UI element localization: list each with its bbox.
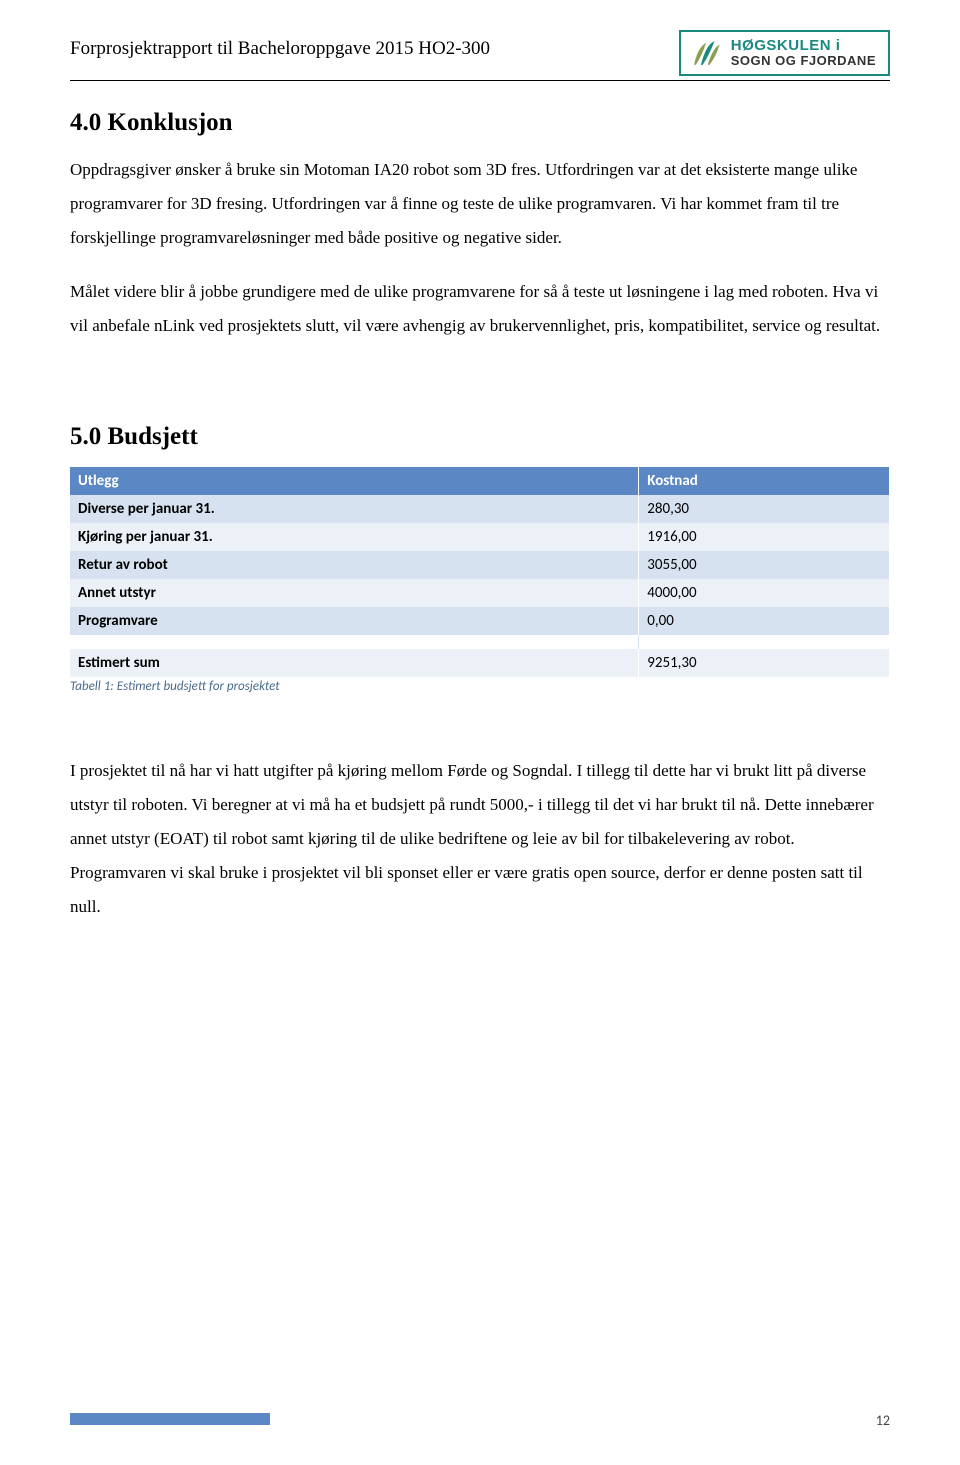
section-heading-konklusjon: 4.0 Konklusjon [70,109,890,137]
header-rule [70,80,890,81]
paragraph: Oppdragsgiver ønsker å bruke sin Motoman… [70,153,890,255]
logo-text-line2: SOGN OG FJORDANE [731,54,876,68]
table-spacer [70,635,890,649]
leaf-icon [689,36,723,70]
header-title: Forprosjektrapport til Bacheloroppgave 2… [70,30,490,60]
footer-bar [70,1413,270,1425]
table-row: Programvare 0,00 [70,607,890,635]
section-heading-budsjett: 5.0 Budsjett [70,423,890,451]
col-kostnad: Kostnad [639,467,890,495]
cell-label: Diverse per januar 31. [70,495,639,523]
table-caption: Tabell 1: Estimert budsjett for prosjekt… [70,679,890,694]
paragraph: Målet videre blir å jobbe grundigere med… [70,275,890,343]
cell-value: 0,00 [639,607,890,635]
page: Forprosjektrapport til Bacheloroppgave 2… [0,0,960,1465]
cell-value: 4000,00 [639,579,890,607]
table-row: Retur av robot 3055,00 [70,551,890,579]
table-sum-row: Estimert sum 9251,30 [70,649,890,677]
table-row: Diverse per januar 31. 280,30 [70,495,890,523]
table-row: Annet utstyr 4000,00 [70,579,890,607]
cell-label: Retur av robot [70,551,639,579]
cell-label: Programvare [70,607,639,635]
budget-table: Utlegg Kostnad Diverse per januar 31. 28… [70,467,890,677]
table-header-row: Utlegg Kostnad [70,467,890,495]
page-header: Forprosjektrapport til Bacheloroppgave 2… [70,30,890,76]
cell-value: 3055,00 [639,551,890,579]
cell-label: Annet utstyr [70,579,639,607]
table-row: Kjøring per januar 31. 1916,00 [70,523,890,551]
institution-logo: HØGSKULEN i SOGN OG FJORDANE [679,30,890,76]
cell-value: 1916,00 [639,523,890,551]
cell-value: 280,30 [639,495,890,523]
cell-value: 9251,30 [639,649,890,677]
cell-label: Estimert sum [70,649,639,677]
cell-label: Kjøring per januar 31. [70,523,639,551]
col-utlegg: Utlegg [70,467,639,495]
logo-text-line1: HØGSKULEN i [731,38,876,54]
paragraph: I prosjektet til nå har vi hatt utgifter… [70,754,890,924]
page-number: 12 [876,1412,890,1429]
